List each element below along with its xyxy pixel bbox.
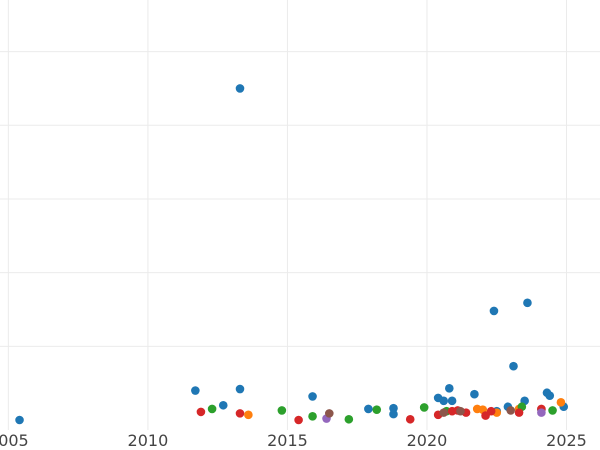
data-point (344, 414, 354, 424)
data-point (456, 406, 465, 416)
data-point (235, 84, 245, 93)
y-gridlines (0, 51, 600, 347)
data-point (235, 409, 245, 418)
data-point (545, 391, 555, 400)
x-tick-label: 2005 (0, 431, 29, 450)
x-tick-label: 2020 (407, 431, 448, 450)
data-point (325, 409, 334, 418)
data-point (218, 400, 228, 410)
data-point (470, 389, 479, 399)
data-point (489, 306, 499, 316)
data-point (556, 398, 566, 407)
data-point (277, 406, 287, 415)
data-point (235, 384, 245, 394)
x-tick-label: 2025 (546, 431, 587, 450)
data-point (372, 405, 382, 414)
data-point (191, 386, 200, 395)
data-point (486, 406, 496, 416)
data-point (308, 412, 317, 421)
data-point (439, 396, 449, 406)
x-axis-tick-labels: 2005 2010 2015 2020 2025 (0, 431, 587, 450)
data-point (523, 298, 532, 308)
x-tick-label: 2015 (267, 431, 308, 450)
x-gridlines (7, 0, 568, 430)
data-point (506, 406, 515, 415)
data-point (389, 409, 398, 419)
data-point (207, 404, 217, 414)
data-point (364, 404, 373, 414)
data-point (308, 392, 317, 401)
data-point (445, 384, 454, 393)
data-point (405, 414, 415, 424)
data-point (419, 403, 429, 412)
data-point (294, 415, 303, 425)
x-tick-label: 2010 (128, 431, 169, 450)
data-point (439, 408, 449, 417)
data-point (548, 406, 557, 415)
data-points (15, 84, 569, 425)
data-point (514, 408, 524, 417)
data-point (447, 396, 457, 406)
data-point (537, 408, 546, 417)
data-point (196, 407, 206, 417)
data-point (389, 403, 398, 413)
data-point (244, 410, 253, 420)
data-point (509, 361, 518, 371)
data-point (15, 415, 24, 425)
